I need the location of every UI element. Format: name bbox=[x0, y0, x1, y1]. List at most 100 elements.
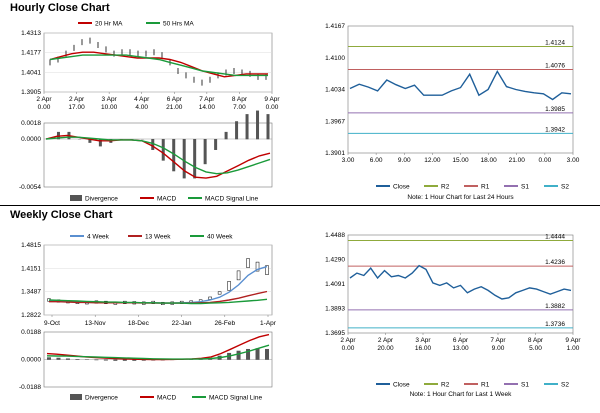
weekly-price-candle bbox=[217, 291, 222, 295]
weekly-pivot-level-label-r2: 1.4444 bbox=[545, 233, 565, 240]
weekly-divergence-bar bbox=[113, 359, 118, 361]
weekly-pivot-xtick-time: 20.00 bbox=[377, 345, 394, 352]
hourly-pivot-xtick: 3.00 bbox=[342, 157, 355, 164]
hourly-price-xtick-time: 10.00 bbox=[101, 104, 118, 111]
weekly-divergence-bar bbox=[75, 359, 80, 360]
weekly-divergence-bar bbox=[246, 348, 251, 360]
weekly-price-candle bbox=[255, 261, 260, 272]
weekly-pivot-frame bbox=[347, 234, 574, 334]
weekly-pivot-xtick-time: 5.00 bbox=[529, 345, 542, 352]
weekly-legend-40week-label: 40 Week bbox=[207, 234, 233, 241]
weekly-pivot-xtick-date: 3 Apr bbox=[415, 337, 431, 344]
weekly-price-xtick: 13-Nov bbox=[85, 320, 107, 327]
weekly-pivot-xtick-time: 0.00 bbox=[342, 345, 355, 352]
weekly-macd-ytick: 0.0000 bbox=[21, 357, 41, 364]
hourly-pivot-ytick: 1.4100 bbox=[325, 55, 345, 62]
weekly-divergence-bar bbox=[47, 357, 51, 360]
weekly-divergence-bar bbox=[236, 350, 241, 360]
weekly-price-ytick: 1.3487 bbox=[21, 289, 41, 296]
hourly-pivot-legend-r1-label: R1 bbox=[481, 184, 490, 191]
weekly-price-ytick: 1.4815 bbox=[21, 242, 41, 249]
section-divider bbox=[0, 205, 600, 206]
weekly-pivot-ytick: 1.4091 bbox=[325, 281, 345, 288]
hourly-ma50-line bbox=[49, 54, 268, 77]
hourly-price-xtick-date: 2 Apr bbox=[69, 96, 85, 103]
hourly-divergence-bar bbox=[161, 139, 165, 161]
weekly-price-candle bbox=[227, 281, 231, 291]
hourly-macd-ytick: 0.0018 bbox=[21, 120, 41, 127]
weekly-price-xtick: 9-Oct bbox=[44, 320, 60, 327]
hourly-pivot-ytick: 1.4167 bbox=[325, 23, 345, 30]
weekly-legend-13week-label: 13 Week bbox=[145, 234, 171, 241]
hourly-price-ytick: 1.4313 bbox=[21, 30, 41, 37]
weekly-pivot-legend-s2-label: S2 bbox=[561, 382, 569, 389]
weekly-divergence-bar bbox=[122, 359, 127, 361]
hourly-legend-divergence-label: Divergence bbox=[85, 196, 118, 203]
weekly-divergence-bar bbox=[103, 359, 108, 361]
hourly-pivot-xtick: 9.00 bbox=[398, 157, 411, 164]
hourly-pivot-level-label-s1: 1.3985 bbox=[545, 106, 565, 113]
weekly-price-candle bbox=[236, 270, 241, 281]
hourly-pivot-legend-close-label: Close bbox=[393, 184, 410, 191]
weekly-pivot-xtick-date: 7 Apr bbox=[490, 337, 506, 344]
hourly-price-xtick-time: 17.00 bbox=[68, 104, 85, 111]
hourly-section-title: Hourly Close Chart bbox=[10, 2, 110, 14]
weekly-pivot-xtick-time: 1.00 bbox=[567, 345, 580, 352]
hourly-price-xtick-time: 4.00 bbox=[135, 104, 148, 111]
weekly-macd-line bbox=[46, 333, 270, 361]
hourly-pivot-level-label-s2: 1.3942 bbox=[545, 126, 565, 133]
weekly-legend-divergence-swatch bbox=[70, 394, 82, 400]
weekly-legend-divergence-label: Divergence bbox=[85, 395, 118, 402]
weekly-price-xtick: 1-Apr bbox=[260, 320, 277, 327]
hourly-pivot-level-label-r1: 1.4076 bbox=[545, 62, 565, 69]
weekly-price-xtick: 22-Jan bbox=[172, 320, 192, 327]
hourly-price-ytick: 1.3905 bbox=[21, 89, 41, 96]
hourly-pivot-ytick: 1.3967 bbox=[325, 118, 345, 125]
weekly-40week-line bbox=[48, 298, 268, 305]
hourly-macd-line bbox=[45, 134, 271, 179]
hourly-divergence-bar bbox=[235, 121, 239, 140]
hourly-ma20-line bbox=[49, 51, 268, 78]
hourly-divergence-bar bbox=[266, 114, 270, 140]
hourly-divergence-bar bbox=[245, 114, 249, 140]
hourly-divergence-bar bbox=[214, 139, 218, 150]
weekly-pivot-legend-r2-label: R2 bbox=[441, 382, 450, 389]
hourly-price-xtick-time: 0.00 bbox=[266, 104, 279, 111]
hourly-pivot-xtick: 0.00 bbox=[539, 157, 552, 164]
hourly-divergence-bar bbox=[88, 139, 92, 143]
weekly-price-candle bbox=[246, 258, 250, 268]
weekly-legend-macd-label: MACD bbox=[157, 395, 176, 402]
hourly-price-xtick-date: 7 Apr bbox=[199, 96, 215, 103]
weekly-pivot-note: Note: 1 Hour Chart for Last 1 Week bbox=[410, 391, 513, 398]
weekly-macd-ytick: -0.0188 bbox=[19, 384, 41, 391]
hourly-macd-frame bbox=[43, 122, 273, 188]
hourly-pivot-xtick: 3.00 bbox=[567, 157, 580, 164]
hourly-price-xtick-time: 0.00 bbox=[38, 104, 51, 111]
weekly-price-ytick: 1.2822 bbox=[21, 312, 41, 319]
hourly-divergence-bar bbox=[172, 139, 176, 172]
weekly-pivot-xtick-time: 16.00 bbox=[415, 345, 432, 352]
weekly-divergence-bar bbox=[56, 357, 61, 360]
hourly-pivot-legend-s1-label: S1 bbox=[521, 184, 529, 191]
weekly-pivot-ytick: 1.4488 bbox=[325, 232, 345, 239]
weekly-price-xtick: 26-Feb bbox=[214, 320, 235, 327]
weekly-pivot-close-line bbox=[349, 264, 572, 300]
hourly-price-xtick-date: 9 Apr bbox=[264, 96, 280, 103]
weekly-pivot-legend-close-label: Close bbox=[393, 382, 410, 389]
hourly-price-xtick-date: 4 Apr bbox=[134, 96, 150, 103]
hourly-pivot-close-line bbox=[349, 69, 572, 101]
hourly-price-xtick-time: 21.00 bbox=[166, 104, 183, 111]
hourly-pivot-xtick: 18.00 bbox=[480, 157, 497, 164]
weekly-pivot-level-label-s2: 1.3736 bbox=[545, 321, 565, 328]
weekly-legend-signal-label: MACD Signal Line bbox=[209, 395, 262, 402]
hourly-price-xtick-date: 8 Apr bbox=[232, 96, 248, 103]
hourly-price-xtick-date: 6 Apr bbox=[167, 96, 183, 103]
hourly-macd-ytick: 0.0000 bbox=[21, 136, 41, 143]
hourly-divergence-bar bbox=[256, 110, 260, 140]
hourly-pivot-xtick: 15.00 bbox=[452, 157, 469, 164]
hourly-divergence-bar bbox=[151, 139, 155, 150]
weekly-pivot-legend-s1-label: S1 bbox=[521, 382, 529, 389]
weekly-pivot-xtick-date: 9 Apr bbox=[565, 337, 581, 344]
hourly-pivot-frame bbox=[347, 25, 574, 154]
